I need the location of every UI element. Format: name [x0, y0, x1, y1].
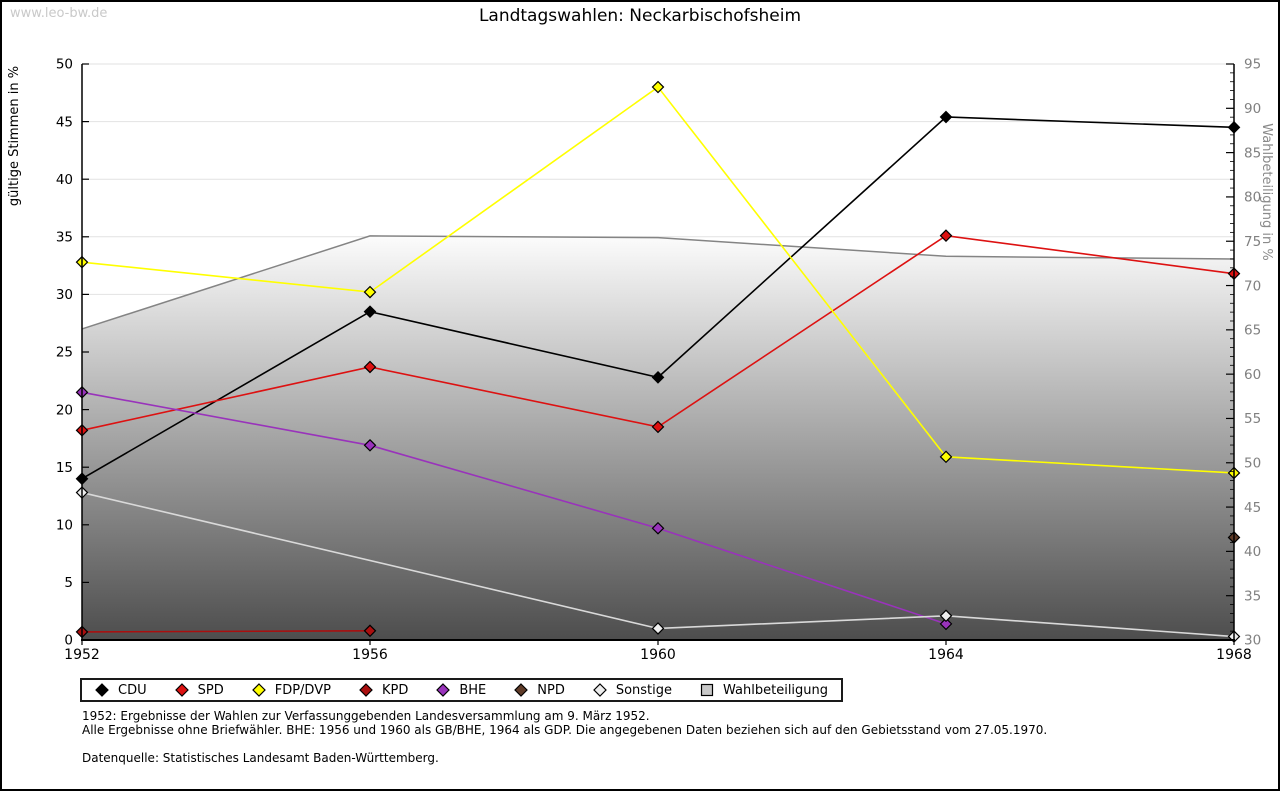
footnotes: 1952: Ergebnisse der Wahlen zur Verfassu…: [82, 709, 1048, 766]
diamond-marker-icon: [592, 683, 607, 697]
svg-text:20: 20: [56, 402, 73, 418]
svg-text:1964: 1964: [928, 647, 964, 663]
svg-text:50: 50: [1244, 455, 1261, 471]
svg-text:25: 25: [56, 345, 73, 361]
legend-item-fdp-dvp: FDP/DVP: [251, 682, 331, 698]
svg-text:0: 0: [64, 633, 73, 649]
diamond-marker-icon: [359, 683, 373, 697]
svg-text:65: 65: [1244, 323, 1261, 339]
svg-text:45: 45: [1244, 500, 1261, 516]
legend-label: BHE: [459, 682, 487, 698]
svg-text:40: 40: [56, 172, 73, 188]
svg-text:35: 35: [56, 230, 73, 246]
footnote-source: Datenquelle: Statistisches Landesamt Bad…: [82, 751, 439, 765]
svg-text:30: 30: [1244, 633, 1261, 649]
legend-item-cdu: CDU: [95, 683, 147, 698]
svg-text:1956: 1956: [352, 647, 388, 663]
svg-text:1960: 1960: [640, 647, 676, 663]
svg-text:10: 10: [56, 518, 73, 534]
legend-item-sonstige: Sonstige: [592, 682, 673, 698]
svg-text:85: 85: [1244, 145, 1261, 161]
legend-label: Wahlbeteiligung: [723, 682, 829, 698]
legend-label: KPD: [381, 682, 409, 698]
footnote-line-1: 1952: Ergebnisse der Wahlen zur Verfassu…: [82, 709, 650, 723]
svg-text:60: 60: [1244, 367, 1261, 383]
watermark: www.leo-bw.de: [10, 6, 108, 21]
svg-text:40: 40: [1244, 544, 1261, 560]
svg-text:35: 35: [1244, 588, 1261, 604]
legend-label: NPD: [537, 682, 565, 698]
svg-text:55: 55: [1244, 411, 1261, 427]
diamond-marker-icon: [95, 683, 109, 697]
footnote-line-2: Alle Ergebnisse ohne Briefwähler. BHE: 1…: [82, 722, 1048, 737]
legend-label: FDP/DVP: [274, 682, 331, 698]
legend-item-npd: NPD: [514, 683, 565, 698]
legend-item-spd: SPD: [174, 682, 224, 698]
legend-label: Sonstige: [615, 682, 673, 698]
legend-item-bhe: BHE: [436, 683, 486, 698]
svg-text:75: 75: [1244, 234, 1261, 250]
legend-label: CDU: [118, 682, 147, 698]
legend-item-wahlbeteiligung: Wahlbeteiligung: [700, 683, 828, 698]
legend-item-kpd: KPD: [359, 683, 408, 698]
left-axis-label: gültige Stimmen in %: [7, 66, 22, 206]
svg-text:50: 50: [56, 57, 73, 73]
chart-legend: CDU SPD FDP/DVP KPD BHE NPD Sonstige Wahlbeteil…: [80, 678, 844, 702]
diamond-marker-icon: [514, 683, 529, 697]
chart-title: Landtagswahlen: Neckarbischofsheim: [478, 6, 802, 26]
diamond-marker-icon: [436, 683, 451, 697]
svg-text:30: 30: [56, 287, 73, 303]
diamond-marker-icon: [174, 683, 189, 697]
svg-text:45: 45: [56, 114, 73, 130]
svg-text:90: 90: [1244, 101, 1261, 117]
right-axis-label: Wahlbeteiligung in %: [1259, 123, 1274, 260]
svg-text:5: 5: [64, 575, 73, 591]
election-line-chart: 0 5 10 15 20 25 30 35 40 45 50 30 35 40 45 50 55 60 65 70 75…: [7, 57, 1274, 663]
svg-text:95: 95: [1244, 57, 1261, 73]
svg-text:80: 80: [1244, 190, 1261, 206]
diamond-marker-icon: [251, 683, 266, 697]
svg-text:1968: 1968: [1216, 647, 1252, 663]
svg-text:70: 70: [1244, 278, 1261, 294]
svg-text:15: 15: [56, 460, 73, 476]
square-marker-icon: [700, 683, 714, 697]
svg-text:1952: 1952: [64, 647, 100, 663]
legend-label: SPD: [197, 682, 224, 698]
